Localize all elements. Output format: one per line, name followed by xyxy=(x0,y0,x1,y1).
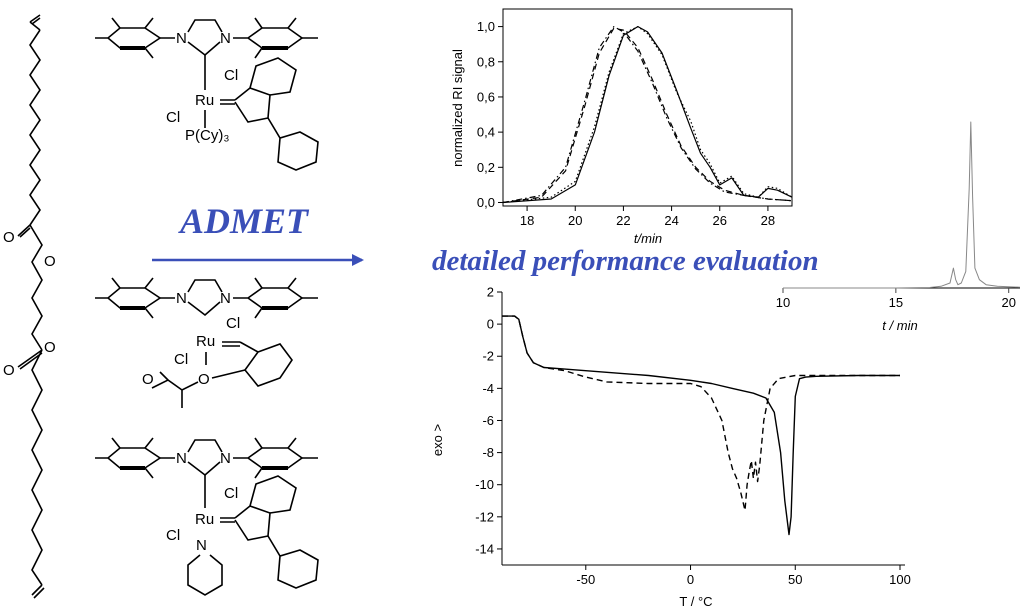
cat2-ru: Ru xyxy=(196,333,215,350)
gpc-x-axis-label: t/min xyxy=(634,231,662,246)
cat3-n-left: N xyxy=(176,450,187,467)
gpc-y-tick-label: 0,8 xyxy=(477,54,495,69)
dsc-y-tick-label: 0 xyxy=(487,317,494,332)
cat2-n-right: N xyxy=(220,290,231,307)
gc-x-tick-label: 15 xyxy=(889,295,903,310)
dsc-y-tick-label: -2 xyxy=(482,349,494,364)
gpc-series-dotted-line xyxy=(502,26,793,204)
gpc-series-dashdot-line xyxy=(502,26,793,204)
gpc-series-solid-line xyxy=(502,26,793,204)
gpc-y-tick-label: 0,0 xyxy=(477,195,495,210)
catalyst-1-structure: N N Ru Cl Cl P(Cy)₃ xyxy=(95,17,319,171)
catalyst-2-structure: N N Ru Cl Cl O O xyxy=(95,277,318,408)
gpc-chart: 18 20 22 24 26 28 0,0 0,2 0,4 0,6 0,8 1,0 t/min no… xyxy=(450,8,793,246)
cat2-n-left: N xyxy=(176,290,187,307)
dsc-y-tick-label: -6 xyxy=(482,413,494,428)
cat3-cl-b: Cl xyxy=(166,527,180,544)
dsc-chart: -50 0 50 100 -14 -12 -10 -8 -6 -4 -2 0 2 T / °C exo… xyxy=(430,285,911,610)
dsc-y-axis-label: exo > xyxy=(430,424,445,456)
dsc-y-tick-label: -8 xyxy=(482,445,494,460)
monomer-ester-o-top: O xyxy=(44,253,56,270)
cat1-cl-a: Cl xyxy=(224,67,238,84)
cat3-n-right: N xyxy=(220,450,231,467)
dsc-x-axis-label: T / °C xyxy=(679,594,712,609)
evaluation-label: detailed performance evaluation xyxy=(432,245,819,277)
cat3-ru: Ru xyxy=(195,511,214,528)
gc-x-tick-label: 10 xyxy=(776,295,790,310)
gpc-x-tick-label: 26 xyxy=(713,213,727,228)
gpc-y-tick-label: 0,2 xyxy=(477,160,495,175)
dsc-y-tick-label: 2 xyxy=(487,285,494,300)
gpc-x-tick-label: 22 xyxy=(616,213,630,228)
cat2-ether-o: O xyxy=(198,371,210,388)
gc-x-tick-label: 20 xyxy=(1001,295,1015,310)
gpc-x-tick-label: 18 xyxy=(520,213,534,228)
dsc-series-dashed-line xyxy=(502,315,900,512)
catalyst-3-structure: N N Ru Cl Cl N xyxy=(95,437,319,596)
gpc-x-tick-label: 24 xyxy=(664,213,678,228)
cat1-pcy3: P(Cy)₃ xyxy=(185,127,229,144)
gc-series-solid-line xyxy=(783,121,1021,289)
monomer-ester-o-bottom: O xyxy=(44,339,56,356)
gpc-x-tick-label: 20 xyxy=(568,213,582,228)
cat3-cl-a: Cl xyxy=(224,485,238,502)
dsc-y-tick-label: -14 xyxy=(475,541,494,556)
cat2-ketone-o: O xyxy=(142,371,154,388)
gc-x-axis-label: t / min xyxy=(882,318,917,333)
dsc-x-tick-label: 50 xyxy=(788,572,802,587)
cat2-cl-b: Cl xyxy=(174,351,188,368)
gpc-series-dashed-line xyxy=(502,27,793,204)
gpc-y-tick-label: 0,6 xyxy=(477,89,495,104)
dsc-y-tick-label: -4 xyxy=(482,381,494,396)
gpc-plot-frame xyxy=(502,8,793,207)
monomer-carbonyl-o-bottom: O xyxy=(3,362,15,379)
cat1-ru: Ru xyxy=(195,92,214,109)
diene-monomer-structure: O O O O xyxy=(3,14,56,599)
cat3-n-pyridine: N xyxy=(196,537,207,554)
gpc-y-tick-label: 0,4 xyxy=(477,125,495,140)
dsc-x-tick-label: 100 xyxy=(889,572,911,587)
cat1-n-right: N xyxy=(220,30,231,47)
gc-chart: 10 15 20 t / min xyxy=(776,121,1021,333)
cat1-n-left: N xyxy=(176,30,187,47)
monomer-carbonyl-o-top: O xyxy=(3,229,15,246)
admet-label: ADMET xyxy=(178,201,310,241)
cat2-cl-a: Cl xyxy=(226,315,240,332)
dsc-y-tick-label: -10 xyxy=(475,477,494,492)
gpc-y-axis-label: normalized RI signal xyxy=(450,49,465,167)
cat1-cl-b: Cl xyxy=(166,109,180,126)
gpc-y-tick-label: 1,0 xyxy=(477,19,495,34)
dsc-x-tick-label: -50 xyxy=(576,572,595,587)
gpc-x-tick-label: 28 xyxy=(761,213,775,228)
dsc-series-solid-line xyxy=(502,315,900,536)
dsc-y-tick-label: -12 xyxy=(475,509,494,524)
dsc-x-tick-label: 0 xyxy=(687,572,694,587)
